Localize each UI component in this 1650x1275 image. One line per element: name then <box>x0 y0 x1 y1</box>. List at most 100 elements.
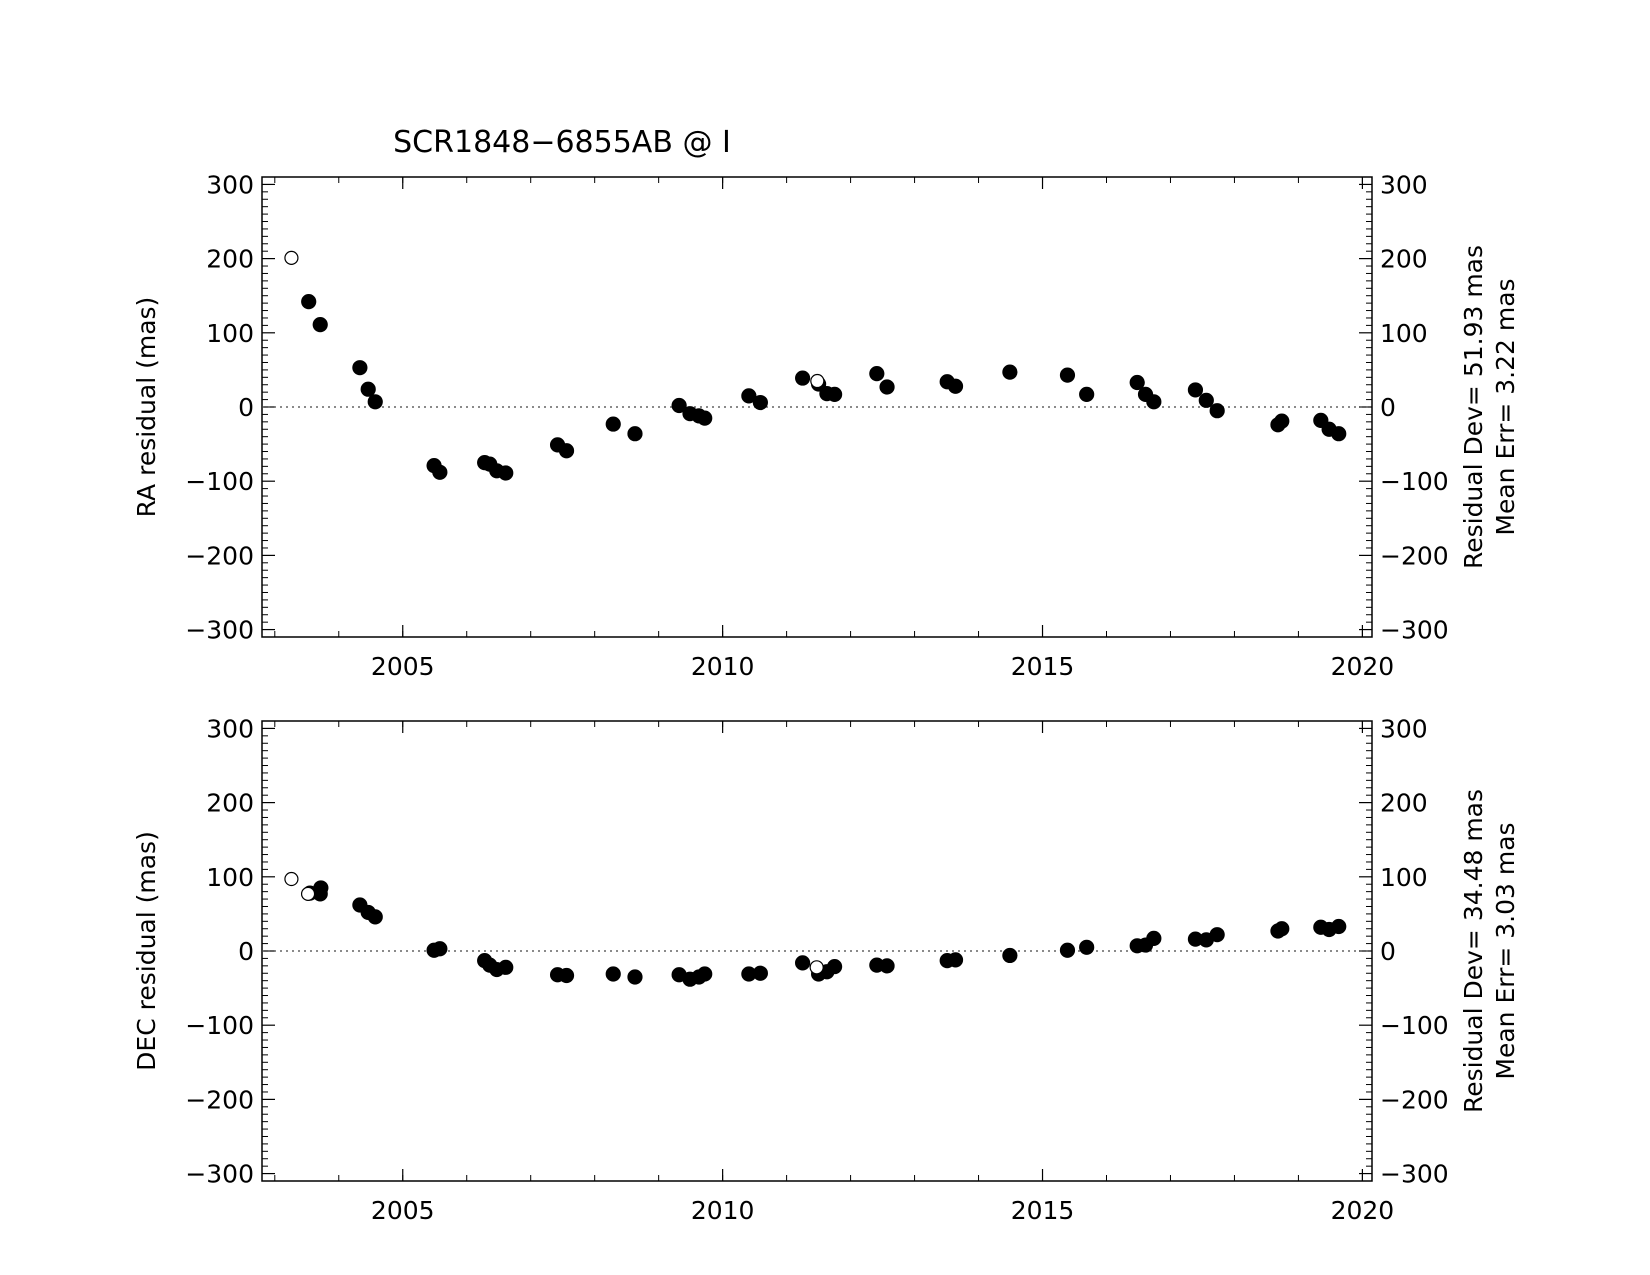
y-tick-label-right: −200 <box>1380 541 1449 570</box>
data-point-open <box>810 373 825 389</box>
data-point <box>741 388 757 404</box>
y-tick-label-left: 0 <box>238 393 254 422</box>
y-tick-label-left: −100 <box>185 467 254 496</box>
y-tick-label-right: 200 <box>1380 789 1428 818</box>
y-tick-label-right: 200 <box>1380 245 1428 274</box>
y-tick-label-left: −300 <box>185 616 254 645</box>
data-point <box>947 952 964 968</box>
x-tick-label: 2010 <box>691 1196 755 1225</box>
data-point <box>826 958 843 975</box>
data-point-open <box>300 886 316 901</box>
data-point <box>367 909 383 925</box>
data-point <box>1059 942 1076 958</box>
x-tick-label: 2020 <box>1331 1196 1395 1225</box>
y-tick-label-right: −300 <box>1380 616 1449 645</box>
data-point-open <box>284 871 299 887</box>
data-point <box>367 394 383 410</box>
ra-panel: 2005 2010 2015 2020 300 300 200 200 100 100 0 0 −100… <box>132 170 1520 681</box>
residual-dev-label: Residual Dev= 51.93 mas <box>1459 245 1488 569</box>
data-point <box>627 969 643 985</box>
data-point <box>1129 374 1145 391</box>
data-point <box>795 955 811 971</box>
data-point <box>1146 394 1162 410</box>
y-tick-label-right: −100 <box>1380 467 1449 496</box>
y-axis-title: DEC residual (mas) <box>132 831 161 1071</box>
data-point <box>1079 386 1095 402</box>
mean-err-label: Mean Err= 3.22 mas <box>1491 278 1520 535</box>
y-tick-label-right: −100 <box>1380 1011 1449 1040</box>
y-tick-label-right: 100 <box>1380 863 1428 892</box>
data-point <box>498 959 514 975</box>
data-point <box>432 941 448 957</box>
y-tick-label-left: 300 <box>206 170 254 199</box>
data-point <box>312 317 328 333</box>
y-tick-label-left: 200 <box>206 789 254 818</box>
y-tick-label-right: −200 <box>1380 1085 1449 1114</box>
data-point <box>1274 413 1290 429</box>
data-point <box>1209 927 1225 943</box>
y-tick-label-right: 300 <box>1380 714 1428 743</box>
data-point <box>1059 367 1076 383</box>
chart-title: SCR1848−6855AB @ I <box>393 125 731 160</box>
y-tick-label-right: 0 <box>1380 937 1396 966</box>
y-tick-label-right: 0 <box>1380 393 1396 422</box>
data-point <box>795 370 811 386</box>
data-point <box>1209 403 1225 419</box>
y-tick-label-left: 100 <box>206 863 254 892</box>
data-point <box>627 426 643 442</box>
y-axis-title: RA residual (mas) <box>132 297 161 518</box>
y-tick-label-left: 200 <box>206 245 254 274</box>
data-point <box>360 381 376 397</box>
data-point <box>826 386 843 402</box>
data-point <box>558 967 575 984</box>
data-point <box>1146 930 1162 946</box>
x-tick-label: 2005 <box>371 1196 435 1225</box>
data-point-open <box>284 250 299 265</box>
data-point <box>313 880 329 896</box>
data-point <box>752 965 768 981</box>
y-tick-label-right: 300 <box>1380 170 1428 199</box>
y-tick-label-left: 0 <box>238 937 254 966</box>
data-point <box>947 378 964 394</box>
y-tick-label-left: −100 <box>185 1011 254 1040</box>
dec-panel: 2005 2010 2015 2020 300 300 200 200 100 100 0 0 −100… <box>132 714 1520 1225</box>
y-tick-label-left: 100 <box>206 319 254 348</box>
data-point <box>697 410 713 426</box>
data-point <box>869 366 885 382</box>
data-point <box>1002 364 1018 380</box>
data-point <box>1274 921 1290 937</box>
data-point <box>1187 382 1204 398</box>
y-tick-label-right: 100 <box>1380 319 1428 348</box>
x-tick-label: 2020 <box>1331 652 1395 681</box>
data-point <box>697 966 713 982</box>
data-point <box>352 360 368 376</box>
data-point <box>1079 939 1095 955</box>
y-tick-label-right: −300 <box>1380 1160 1449 1189</box>
data-point <box>752 394 768 411</box>
data-point <box>1198 392 1214 408</box>
data-point <box>605 966 621 982</box>
data-point <box>558 443 575 459</box>
data-point <box>1331 918 1347 935</box>
x-tick-label: 2015 <box>1011 1196 1075 1225</box>
data-point <box>1331 426 1347 442</box>
data-point <box>301 294 317 310</box>
data-point <box>879 958 895 974</box>
data-point <box>1002 947 1018 964</box>
data-point <box>432 464 448 480</box>
data-point <box>879 379 895 395</box>
y-tick-label-left: −300 <box>185 1160 254 1189</box>
x-tick-label: 2015 <box>1011 652 1075 681</box>
x-tick-label: 2010 <box>691 652 755 681</box>
data-point <box>605 416 621 432</box>
mean-err-label: Mean Err= 3.03 mas <box>1491 822 1520 1079</box>
data-point-open <box>809 960 824 975</box>
data-point <box>498 465 514 481</box>
residual-dev-label: Residual Dev= 34.48 mas <box>1459 789 1488 1113</box>
data-point <box>671 397 687 414</box>
y-tick-label-left: −200 <box>185 541 254 570</box>
y-tick-label-left: −200 <box>185 1085 254 1114</box>
y-tick-label-left: 300 <box>206 714 254 743</box>
x-tick-label: 2005 <box>371 652 435 681</box>
